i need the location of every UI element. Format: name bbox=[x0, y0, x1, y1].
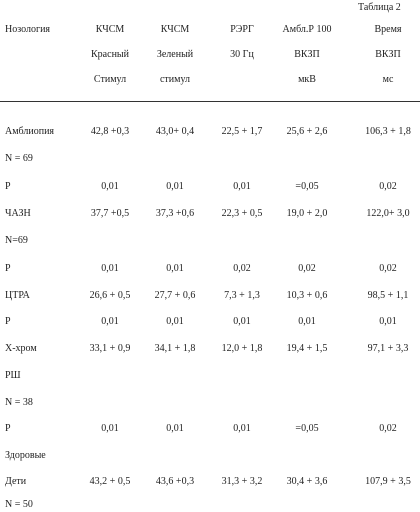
table-cell: 12,0 + 1,8 bbox=[222, 343, 263, 355]
row-label: N = 69 bbox=[5, 153, 33, 165]
row-label: N = 50 bbox=[5, 499, 33, 511]
row-label: Р bbox=[5, 181, 11, 193]
table-cell: 0,01 bbox=[101, 263, 119, 275]
column-header: ВКЗП bbox=[294, 49, 320, 61]
table-cell: 19,4 + 1,5 bbox=[287, 343, 328, 355]
row-label: Р bbox=[5, 316, 11, 328]
column-header: стимул bbox=[160, 74, 190, 86]
table-cell: 0,02 bbox=[379, 263, 397, 275]
table-cell: 34,1 + 1,8 bbox=[155, 343, 196, 355]
table-cell: 0,01 bbox=[101, 423, 119, 435]
table-cell: 7,3 + 1,3 bbox=[224, 290, 260, 302]
column-header: Стимул bbox=[94, 74, 126, 86]
table-cell: 19,0 + 2,0 bbox=[287, 208, 328, 220]
column-header: Время bbox=[374, 24, 401, 36]
table-cell: 37,3 +0,6 bbox=[156, 208, 194, 220]
table-cell: 27,7 + 0,6 bbox=[155, 290, 196, 302]
table-cell: 97,1 + 3,3 bbox=[368, 343, 409, 355]
table-cell: 122,0+ 3,0 bbox=[366, 208, 409, 220]
row-label: Х-хром bbox=[5, 343, 37, 355]
table-cell: 10,3 + 0,6 bbox=[287, 290, 328, 302]
table-cell: 33,1 + 0,9 bbox=[90, 343, 131, 355]
column-header: Амбл.Р 100 bbox=[283, 24, 332, 36]
table-cell: 0,01 bbox=[166, 316, 184, 328]
row-label: ЧАЗН bbox=[5, 208, 31, 220]
table-cell: 0,01 bbox=[298, 316, 316, 328]
column-header: ВКЗП bbox=[375, 49, 401, 61]
table-cell: 0,02 bbox=[379, 181, 397, 193]
table-cell: 106,3 + 1,8 bbox=[365, 126, 411, 138]
table-cell: 0,01 bbox=[166, 181, 184, 193]
table-caption: Таблица 2 bbox=[358, 2, 401, 14]
table-cell: 42,8 +0,3 bbox=[91, 126, 129, 138]
column-header: РЭРГ bbox=[230, 24, 254, 36]
row-label: РШ bbox=[5, 370, 21, 382]
table-cell: 0,01 bbox=[101, 316, 119, 328]
row-label: Р bbox=[5, 423, 11, 435]
table-cell: 26,6 + 0,5 bbox=[90, 290, 131, 302]
table-cell: 0,01 bbox=[166, 263, 184, 275]
column-header: КЧСМ bbox=[161, 24, 190, 36]
table-cell: 43,6 +0,3 bbox=[156, 476, 194, 488]
table-cell: 0,01 bbox=[233, 316, 251, 328]
row-label: N = 38 bbox=[5, 397, 33, 409]
header-rule bbox=[0, 101, 420, 102]
table-cell: 107,9 + 3,5 bbox=[365, 476, 411, 488]
table-cell: 98,5 + 1,1 bbox=[368, 290, 409, 302]
table-cell: 37,7 +0,5 bbox=[91, 208, 129, 220]
table-cell: 0,01 bbox=[233, 181, 251, 193]
row-label: Здоровые bbox=[5, 450, 46, 462]
table-cell: 0,01 bbox=[379, 316, 397, 328]
table-cell: 25,6 + 2,6 bbox=[287, 126, 328, 138]
table-cell: 43,0+ 0,4 bbox=[156, 126, 194, 138]
column-header: Нозология bbox=[5, 24, 50, 36]
column-header: Зеленый bbox=[157, 49, 193, 61]
table-cell: 0,01 bbox=[166, 423, 184, 435]
row-label: N=69 bbox=[5, 235, 28, 247]
table-cell: 43,2 + 0,5 bbox=[90, 476, 131, 488]
column-header: Красный bbox=[91, 49, 129, 61]
row-label: Дети bbox=[5, 476, 26, 488]
table-cell: 0,01 bbox=[101, 181, 119, 193]
row-label: Амблиопия bbox=[5, 126, 54, 138]
table-cell: =0,05 bbox=[295, 181, 318, 193]
table-cell: 0,02 bbox=[233, 263, 251, 275]
row-label: Р bbox=[5, 263, 11, 275]
document: Таблица 2 Нозология КЧСМ Красный Стимул КЧСМ… bbox=[0, 0, 420, 512]
row-label: ЦТРА bbox=[5, 290, 30, 302]
table-cell: 0,01 bbox=[233, 423, 251, 435]
table-cell: 22,5 + 1,7 bbox=[222, 126, 263, 138]
table-cell: 31,3 + 3,2 bbox=[222, 476, 263, 488]
column-header: 30 Гц bbox=[230, 49, 254, 61]
table-cell: 0,02 bbox=[379, 423, 397, 435]
column-header: мкВ bbox=[298, 74, 316, 86]
column-header: КЧСМ bbox=[96, 24, 125, 36]
table-cell: 30,4 + 3,6 bbox=[287, 476, 328, 488]
table-cell: =0,05 bbox=[295, 423, 318, 435]
table-cell: 22,3 + 0,5 bbox=[222, 208, 263, 220]
table-cell: 0,02 bbox=[298, 263, 316, 275]
column-header: мс bbox=[383, 74, 394, 86]
